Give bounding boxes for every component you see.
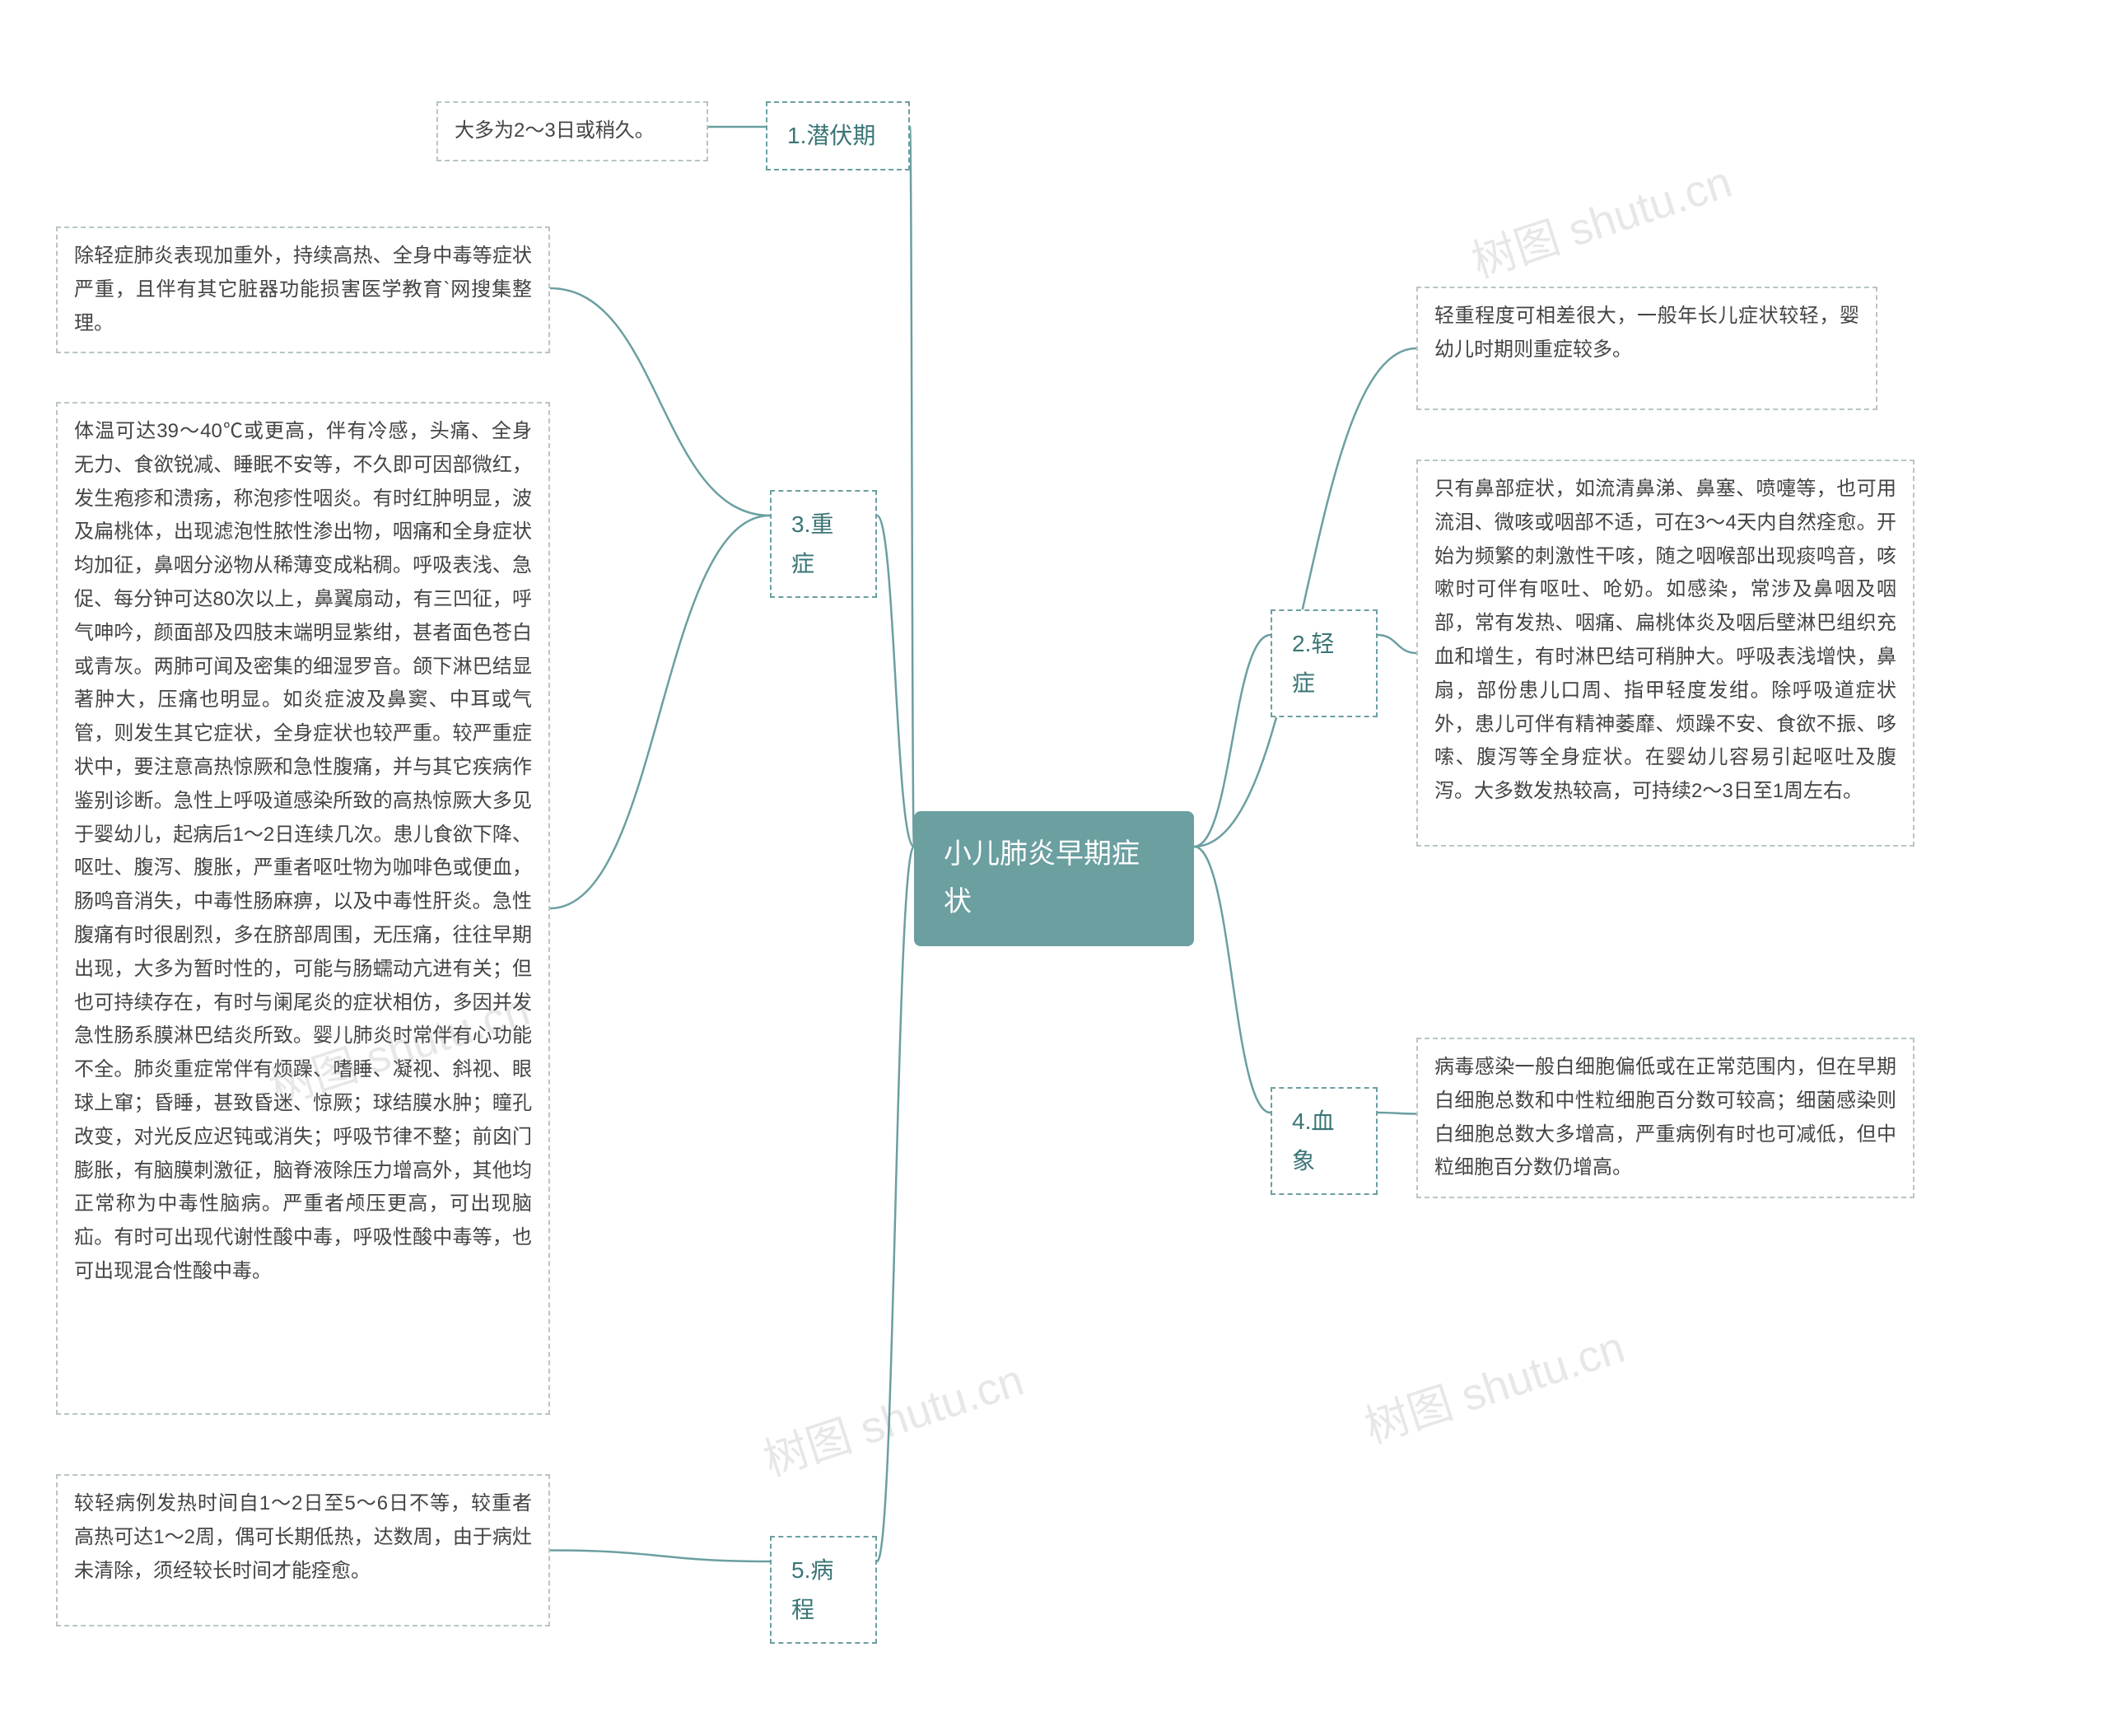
root-node: 小儿肺炎早期症状 bbox=[914, 811, 1194, 946]
branch-2: 2.轻症 bbox=[1271, 609, 1378, 717]
intro-box: 轻重程度可相差很大，一般年长儿症状较轻，婴幼儿时期则重症较多。 bbox=[1416, 287, 1877, 410]
watermark: 树图 shutu.cn bbox=[1355, 1310, 1632, 1455]
watermark: 树图 shutu.cn bbox=[754, 1343, 1031, 1488]
leaf-1: 大多为2～3日或稍久。 bbox=[436, 101, 708, 161]
leaf-4: 病毒感染一般白细胞偏低或在正常范围内，但在早期白细胞总数和中性粒细胞百分数可较高… bbox=[1416, 1038, 1914, 1198]
branch-4: 4.血象 bbox=[1271, 1087, 1378, 1195]
branch-3: 3.重症 bbox=[770, 490, 877, 598]
leaf-5: 较轻病例发热时间自1～2日至5～6日不等，较重者高热可达1～2周，偶可长期低热，… bbox=[56, 1474, 550, 1626]
leaf-3a: 除轻症肺炎表现加重外，持续高热、全身中毒等症状严重，且伴有其它脏器功能损害医学教… bbox=[56, 226, 550, 353]
branch-1: 1.潜伏期 bbox=[766, 101, 910, 170]
leaf-2: 只有鼻部症状，如流清鼻涕、鼻塞、喷嚏等，也可用流泪、微咳或咽部不适，可在3～4天… bbox=[1416, 460, 1914, 847]
branch-5: 5.病程 bbox=[770, 1536, 877, 1644]
leaf-3b: 体温可达39～40℃或更高，伴有冷感，头痛、全身无力、食欲锐减、睡眠不安等，不久… bbox=[56, 402, 550, 1415]
watermark: 树图 shutu.cn bbox=[1462, 145, 1739, 290]
